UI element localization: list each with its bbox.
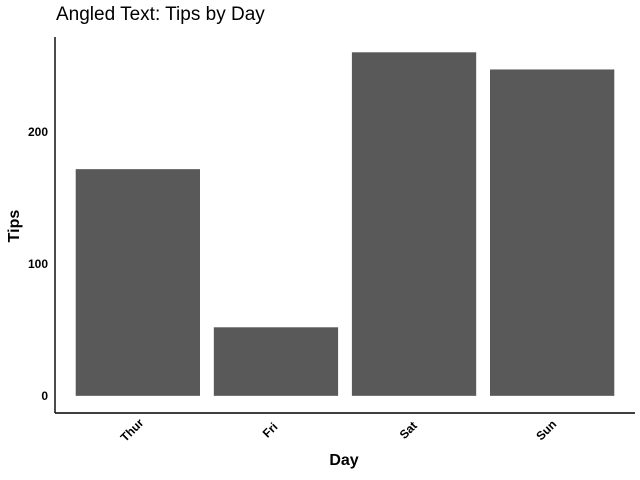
y-axis-title: Tips [6, 210, 23, 243]
bar-sat [351, 52, 477, 396]
y-tick-label: 100 [28, 257, 48, 271]
y-tick-label: 0 [41, 389, 48, 403]
y-tick-label: 200 [28, 125, 48, 139]
chart-title: Angled Text: Tips by Day [56, 4, 265, 25]
x-axis-title: Day [329, 452, 358, 469]
x-tick-label-thur: Thur [118, 416, 147, 445]
bars-group [75, 52, 615, 396]
x-tick-label-fri: Fri [260, 420, 281, 441]
bar-sun [490, 69, 615, 396]
x-tick-label-sun: Sun [533, 417, 559, 443]
x-ticks: Thur Fri Sat Sun [118, 416, 560, 445]
y-ticks: 0 100 200 [28, 125, 48, 403]
x-tick-label-sat: Sat [397, 419, 420, 442]
bar-thur [75, 169, 200, 396]
bar-fri [213, 327, 339, 396]
